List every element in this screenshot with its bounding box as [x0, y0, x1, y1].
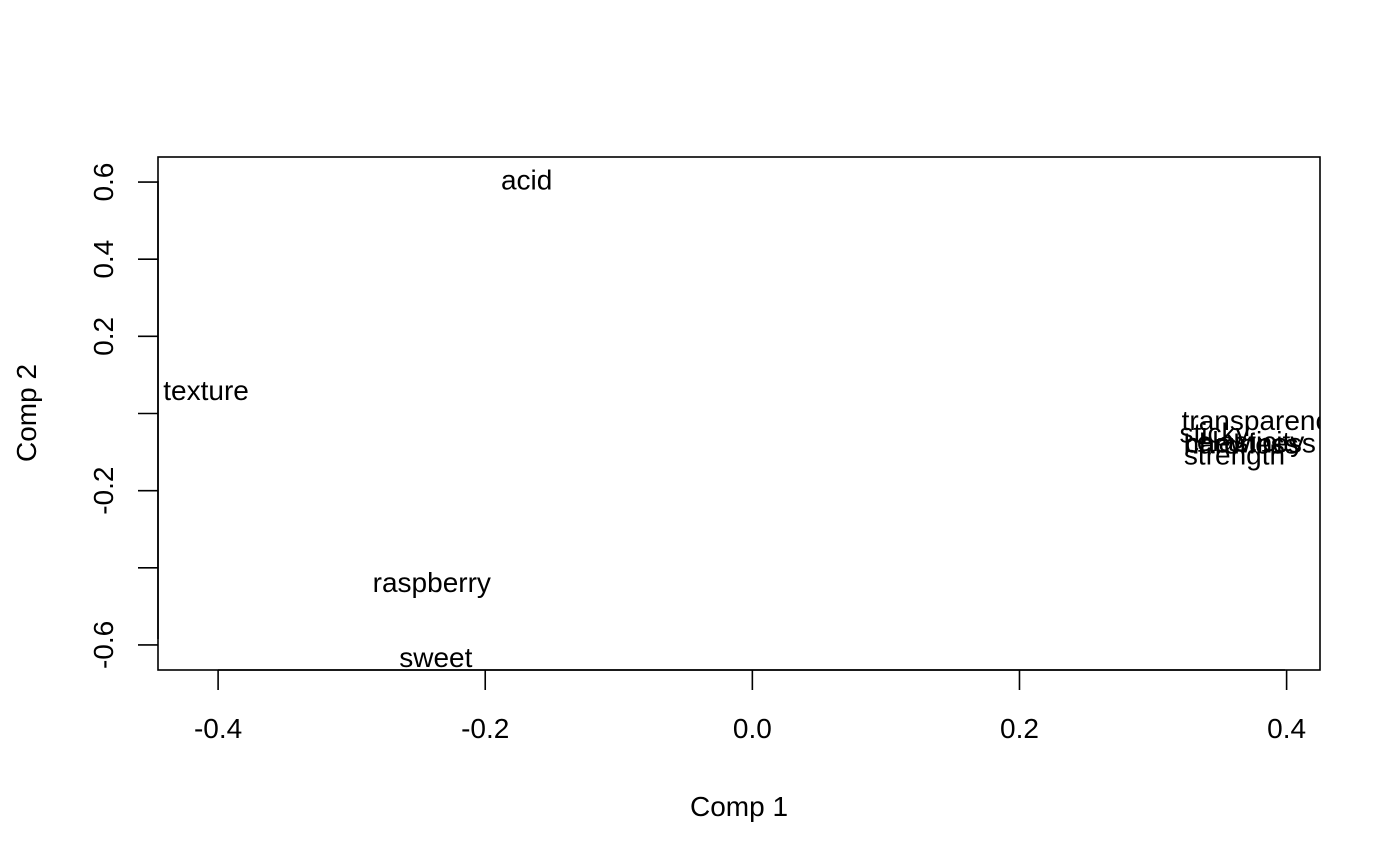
- x-tick-label: 0.2: [1000, 713, 1039, 744]
- point-label: elasticity: [1197, 426, 1304, 457]
- y-axis-ticks: -0.6 -0.2 0.2 0.4 0.6: [88, 163, 158, 669]
- x-tick-label: -0.4: [194, 713, 242, 744]
- point-label: hardness: [1184, 428, 1299, 459]
- x-tick-label: -0.2: [461, 713, 509, 744]
- point-label: raspberry: [373, 567, 491, 598]
- point-label: strength: [1184, 439, 1285, 470]
- y-tick-label: 0.2: [88, 317, 119, 356]
- x-tick-label: 0.4: [1267, 713, 1306, 744]
- point-label: transparency: [1182, 405, 1344, 436]
- point-label: texture: [163, 375, 249, 406]
- y-axis-title: Comp 2: [11, 364, 42, 462]
- point-label: sweet: [399, 642, 472, 673]
- x-axis-title: Comp 1: [690, 791, 788, 822]
- plot-frame: [157, 156, 1321, 671]
- point-labels: acid texture transparencystickyelasticityc…: [163, 165, 1344, 673]
- point-label: acid: [501, 165, 552, 196]
- point-label: sticky: [1179, 417, 1249, 448]
- y-tick-label: -0.2: [88, 467, 119, 515]
- point-label: chewiness: [1185, 427, 1316, 458]
- y-tick-label: -0.6: [88, 621, 119, 669]
- y-tick-label: 0.6: [88, 163, 119, 202]
- x-tick-label: 0.0: [733, 713, 772, 744]
- x-axis-ticks: -0.4 -0.2 0.0 0.2 0.4: [194, 670, 1306, 744]
- y-tick-label: 0.4: [88, 240, 119, 279]
